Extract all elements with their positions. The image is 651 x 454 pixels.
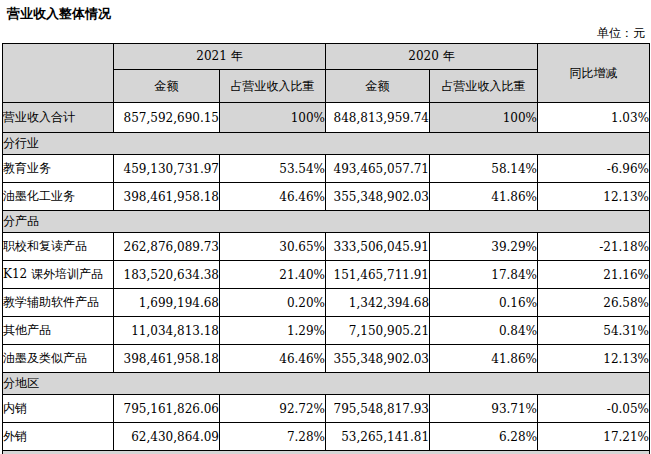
amount-2020: 795,548,817.93 bbox=[326, 395, 430, 423]
row-label: 营业收入合计 bbox=[3, 103, 114, 133]
row-label: 油墨及类似产品 bbox=[3, 345, 114, 373]
row-label: 职校和复读产品 bbox=[3, 233, 114, 261]
amount-2020: 493,465,057.71 bbox=[326, 155, 430, 183]
corner-header-cell bbox=[3, 44, 114, 103]
proportion-2021: 46.46% bbox=[220, 345, 326, 373]
proportion-2021: 100% bbox=[220, 103, 326, 133]
table-row: 油墨化工业务398,461,958.1846.46%355,348,902.03… bbox=[3, 183, 650, 211]
amount-2020: 1,342,394.68 bbox=[326, 289, 430, 317]
section-label bbox=[3, 451, 650, 454]
amount-2021: 262,876,089.73 bbox=[114, 233, 220, 261]
section-row: 分地区 bbox=[3, 373, 650, 395]
amount-2020: 333,506,045.91 bbox=[326, 233, 430, 261]
proportion-2020: 41.86% bbox=[430, 183, 538, 211]
col-header-yoy: 同比增减 bbox=[538, 44, 650, 103]
row-label: 其他产品 bbox=[3, 317, 114, 345]
proportion-2020: 0.16% bbox=[430, 289, 538, 317]
row-label: K12 课外培训产品 bbox=[3, 261, 114, 289]
amount-2020: 7,150,905.21 bbox=[326, 317, 430, 345]
row-label: 油墨化工业务 bbox=[3, 183, 114, 211]
section-row: 分行业 bbox=[3, 133, 650, 155]
proportion-2020: 41.86% bbox=[430, 345, 538, 373]
amount-2021: 11,034,813.18 bbox=[114, 317, 220, 345]
amount-2020: 53,265,141.81 bbox=[326, 423, 430, 451]
proportion-2021: 1.29% bbox=[220, 317, 326, 345]
yoy-change: -21.18% bbox=[538, 233, 650, 261]
col-header-proportion-2020: 占营业收入比重 bbox=[430, 70, 538, 103]
row-label: 内销 bbox=[3, 395, 114, 423]
proportion-2020: 58.14% bbox=[430, 155, 538, 183]
col-header-year-2020: 2020 年 bbox=[326, 44, 538, 70]
section-label: 分行业 bbox=[3, 133, 650, 155]
table-header: 2021 年 2020 年 同比增减 金额 占营业收入比重 金额 占营业收入比重 bbox=[3, 44, 650, 103]
yoy-change: 17.21% bbox=[538, 423, 650, 451]
amount-2020: 355,348,902.03 bbox=[326, 345, 430, 373]
proportion-2020: 0.84% bbox=[430, 317, 538, 345]
amount-2020: 848,813,959.74 bbox=[326, 103, 430, 133]
table-row: 外销62,430,864.097.28%53,265,141.816.28%17… bbox=[3, 423, 650, 451]
section-label: 分产品 bbox=[3, 211, 650, 233]
proportion-2020: 93.71% bbox=[430, 395, 538, 423]
yoy-change: 26.58% bbox=[538, 289, 650, 317]
proportion-2020: 6.28% bbox=[430, 423, 538, 451]
yoy-change: 21.16% bbox=[538, 261, 650, 289]
amount-2021: 62,430,864.09 bbox=[114, 423, 220, 451]
amount-2021: 795,161,826.06 bbox=[114, 395, 220, 423]
col-header-amount-2021: 金额 bbox=[114, 70, 220, 103]
proportion-2021: 7.28% bbox=[220, 423, 326, 451]
table-row: K12 课外培训产品183,520,634.3821.40%151,465,71… bbox=[3, 261, 650, 289]
table-row: 教学辅助软件产品1,699,194.680.20%1,342,394.680.1… bbox=[3, 289, 650, 317]
amount-2021: 459,130,731.97 bbox=[114, 155, 220, 183]
row-label: 教育业务 bbox=[3, 155, 114, 183]
amount-2021: 1,699,194.68 bbox=[114, 289, 220, 317]
yoy-change: 54.31% bbox=[538, 317, 650, 345]
section-row: 分产品 bbox=[3, 211, 650, 233]
amount-2021: 398,461,958.18 bbox=[114, 183, 220, 211]
table-row: 油墨及类似产品398,461,958.1846.46%355,348,902.0… bbox=[3, 345, 650, 373]
amount-2021: 398,461,958.18 bbox=[114, 345, 220, 373]
table-row: 其他产品11,034,813.181.29%7,150,905.210.84%5… bbox=[3, 317, 650, 345]
proportion-2020: 100% bbox=[430, 103, 538, 133]
row-label: 教学辅助软件产品 bbox=[3, 289, 114, 317]
proportion-2020: 17.84% bbox=[430, 261, 538, 289]
proportion-2021: 30.65% bbox=[220, 233, 326, 261]
section-row bbox=[3, 451, 650, 454]
proportion-2021: 53.54% bbox=[220, 155, 326, 183]
table-row: 内销795,161,826.0692.72%795,548,817.9393.7… bbox=[3, 395, 650, 423]
table-row: 教育业务459,130,731.9753.54%493,465,057.7158… bbox=[3, 155, 650, 183]
amount-2020: 355,348,902.03 bbox=[326, 183, 430, 211]
header-row-years: 2021 年 2020 年 同比增减 bbox=[3, 44, 650, 70]
row-label: 外销 bbox=[3, 423, 114, 451]
proportion-2021: 92.72% bbox=[220, 395, 326, 423]
section-label: 分地区 bbox=[3, 373, 650, 395]
page-title: 营业收入整体情况 bbox=[7, 6, 651, 21]
table-body: 营业收入合计857,592,690.15100%848,813,959.7410… bbox=[3, 103, 650, 454]
yoy-change: 1.03% bbox=[538, 103, 650, 133]
yoy-change: 12.13% bbox=[538, 345, 650, 373]
amount-2021: 183,520,634.38 bbox=[114, 261, 220, 289]
yoy-change: -6.96% bbox=[538, 155, 650, 183]
amount-2020: 151,465,711.91 bbox=[326, 261, 430, 289]
proportion-2020: 39.29% bbox=[430, 233, 538, 261]
unit-note: 单位：元 bbox=[0, 26, 645, 40]
amount-2021: 857,592,690.15 bbox=[114, 103, 220, 133]
col-header-proportion-2021: 占营业收入比重 bbox=[220, 70, 326, 103]
revenue-table: 2021 年 2020 年 同比增减 金额 占营业收入比重 金额 占营业收入比重… bbox=[2, 43, 650, 454]
yoy-change: -0.05% bbox=[538, 395, 650, 423]
proportion-2021: 46.46% bbox=[220, 183, 326, 211]
col-header-amount-2020: 金额 bbox=[326, 70, 430, 103]
table-row: 营业收入合计857,592,690.15100%848,813,959.7410… bbox=[3, 103, 650, 133]
table-row: 职校和复读产品262,876,089.7330.65%333,506,045.9… bbox=[3, 233, 650, 261]
proportion-2021: 21.40% bbox=[220, 261, 326, 289]
col-header-year-2021: 2021 年 bbox=[114, 44, 326, 70]
proportion-2021: 0.20% bbox=[220, 289, 326, 317]
yoy-change: 12.13% bbox=[538, 183, 650, 211]
document-page: 营业收入整体情况 单位：元 2021 年 2020 年 同比增减 金额 占营业收… bbox=[0, 0, 651, 454]
